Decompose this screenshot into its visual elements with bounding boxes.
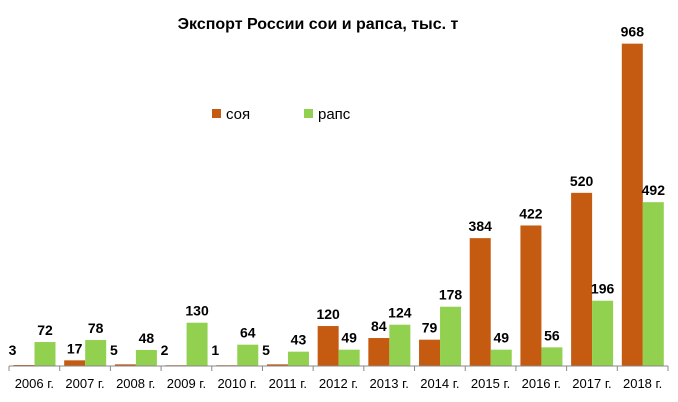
data-label: 2	[161, 342, 169, 358]
bar-soy	[571, 192, 593, 366]
data-label: 5	[110, 342, 118, 358]
data-label: 3	[9, 342, 17, 358]
bars-group	[13, 43, 664, 366]
x-tick-label: 2008 г.	[116, 376, 155, 391]
bar-rapeseed	[34, 342, 56, 366]
x-tick-label: 2007 г.	[65, 376, 104, 391]
bar-soy	[621, 43, 643, 366]
data-label: 422	[519, 205, 543, 221]
bar-soy	[368, 338, 390, 366]
data-label: 124	[388, 305, 412, 321]
data-label: 17	[67, 340, 83, 356]
data-label: 492	[642, 182, 666, 198]
x-tick-label: 2016 г.	[522, 376, 561, 391]
data-label: 78	[88, 320, 104, 336]
x-tick-label: 2012 г.	[319, 376, 358, 391]
data-label: 48	[139, 330, 155, 346]
bar-rapeseed	[186, 322, 208, 366]
legend-swatch-rapeseed	[304, 109, 313, 118]
bar-rapeseed	[287, 351, 309, 366]
data-label: 968	[621, 24, 645, 40]
data-label: 84	[371, 318, 387, 334]
data-label: 196	[591, 281, 615, 297]
legend: соя рапс	[212, 106, 351, 123]
bar-rapeseed	[85, 340, 107, 366]
data-label: 43	[291, 332, 307, 348]
x-tick-label: 2017 г.	[572, 376, 611, 391]
x-axis-ticks	[8, 366, 669, 371]
data-label: 79	[422, 320, 438, 336]
data-label: 64	[240, 325, 256, 341]
bar-soy	[317, 326, 339, 366]
data-label: 178	[439, 287, 463, 303]
data-label: 5	[262, 342, 270, 358]
data-label: 49	[493, 330, 509, 346]
x-tick-label: 2015 г.	[471, 376, 510, 391]
x-tick-label: 2009 г.	[167, 376, 206, 391]
data-label: 384	[469, 218, 493, 234]
bar-rapeseed	[135, 350, 157, 366]
bar-soy	[419, 339, 441, 366]
bar-rapeseed	[541, 347, 563, 366]
data-label: 520	[570, 173, 594, 189]
bar-rapeseed	[389, 324, 411, 366]
legend-label-rapeseed: рапс	[318, 106, 351, 123]
x-tick-label: 2010 г.	[217, 376, 256, 391]
value-labels-group: 3721778548213016454312049841247917838449…	[9, 24, 666, 358]
x-axis-labels: 2006 г. 2007 г. 2008 г. 2009 г. 2010 г. 2011 …	[15, 376, 663, 391]
chart-title: Экспорт России сои и рапса, тыс. т	[178, 16, 459, 33]
bar-rapeseed	[237, 344, 259, 366]
data-label: 56	[544, 327, 560, 343]
bar-rapeseed	[440, 306, 462, 366]
x-tick-label: 2011 г.	[269, 376, 307, 391]
x-tick-label: 2013 г.	[370, 376, 409, 391]
bar-rapeseed	[642, 202, 664, 366]
bar-soy	[266, 364, 288, 366]
x-tick-label: 2018 г.	[623, 376, 662, 391]
bar-soy	[520, 225, 542, 366]
data-label: 49	[341, 330, 357, 346]
data-label: 130	[185, 303, 209, 319]
x-tick-label: 2014 г.	[420, 376, 459, 391]
bar-rapeseed	[592, 300, 614, 366]
data-label: 1	[211, 342, 219, 358]
bar-soy	[114, 364, 136, 366]
bar-rapeseed	[490, 349, 512, 366]
bar-soy	[469, 238, 491, 366]
data-label: 120	[316, 306, 340, 322]
legend-label-soy: соя	[226, 106, 250, 123]
bar-soy	[64, 360, 86, 366]
x-tick-label: 2006 г.	[15, 376, 54, 391]
data-label: 72	[37, 322, 53, 338]
legend-swatch-soy	[212, 109, 221, 118]
bar-rapeseed	[338, 349, 360, 366]
